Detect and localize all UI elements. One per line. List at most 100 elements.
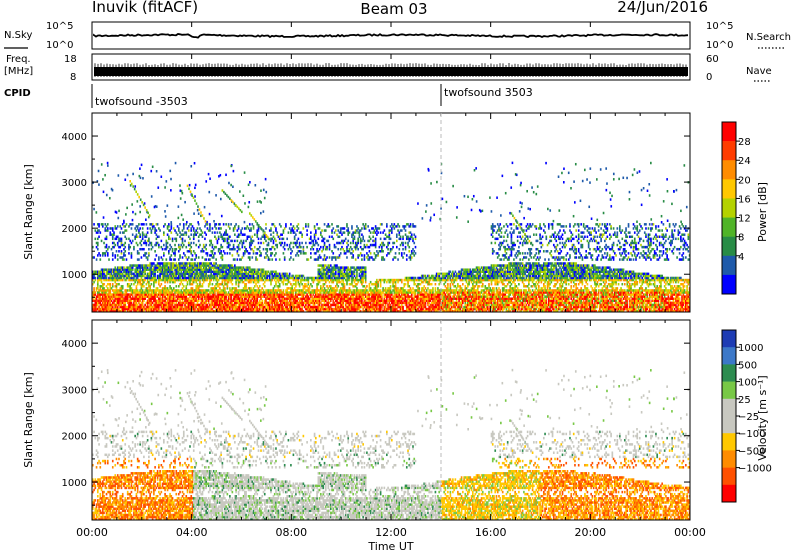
power-cell — [321, 264, 323, 267]
power-cell — [108, 289, 110, 292]
power-cell — [214, 270, 216, 274]
power-cell — [318, 289, 321, 292]
power-cell — [232, 305, 235, 309]
power-cell — [361, 254, 363, 257]
power-cell — [260, 301, 262, 305]
power-cell — [217, 297, 220, 300]
power-cell — [189, 237, 191, 241]
power-cell — [230, 266, 232, 269]
power-cell — [155, 237, 158, 241]
power-cell — [328, 297, 331, 300]
power-cell — [322, 258, 325, 261]
power-cell — [226, 285, 229, 288]
power-cell — [245, 293, 247, 296]
power-cell — [191, 293, 194, 296]
power-cell — [96, 254, 99, 257]
power-cell — [283, 303, 286, 307]
power-cell — [363, 297, 366, 300]
power-cell — [197, 276, 200, 280]
power-cell — [129, 264, 132, 267]
power-cell — [295, 274, 297, 278]
power-cell — [226, 287, 229, 290]
power-cell — [230, 270, 232, 274]
power-cell — [141, 233, 144, 236]
power-cell — [293, 303, 296, 307]
power-cell — [167, 278, 170, 282]
power-cell — [187, 299, 190, 303]
power-cell — [158, 258, 160, 261]
power-cell — [139, 272, 141, 276]
power-cell — [163, 225, 165, 228]
power-cell — [143, 270, 145, 274]
power-cell — [247, 235, 250, 239]
power-cell — [298, 250, 301, 253]
power-cell — [186, 264, 189, 267]
power-cell — [343, 285, 346, 288]
power-cell — [353, 303, 356, 307]
power-cell — [298, 309, 301, 312]
power-cell — [128, 266, 130, 269]
power-cell — [354, 241, 357, 245]
power-cell — [92, 295, 94, 298]
power-cell — [118, 237, 120, 241]
power-cell — [270, 237, 272, 241]
power-cell — [159, 301, 161, 305]
power-cell — [159, 272, 161, 276]
power-cell — [111, 227, 114, 230]
power-cell — [100, 285, 103, 288]
power-cell — [98, 295, 100, 298]
power-cell — [321, 229, 323, 232]
power-cell — [334, 266, 337, 269]
power-cell — [138, 274, 140, 278]
power-cell — [189, 280, 191, 284]
power-cell — [182, 309, 185, 312]
power-cell — [144, 235, 146, 239]
power-cell — [241, 295, 244, 298]
power-cell — [258, 285, 261, 288]
power-cell — [321, 307, 323, 311]
power-cell — [240, 297, 242, 300]
power-cell — [138, 295, 140, 298]
power-cell — [195, 264, 198, 267]
power-cell — [322, 272, 325, 276]
power-cell — [166, 303, 169, 307]
power-cell — [96, 307, 99, 311]
power-cell — [322, 276, 325, 280]
power-cell — [143, 295, 145, 298]
power-cell — [201, 309, 204, 312]
power-cell — [332, 307, 335, 311]
power-cell — [212, 301, 215, 305]
power-cell — [234, 274, 236, 278]
power-cell — [111, 297, 114, 300]
power-cell — [135, 291, 138, 294]
power-cell — [286, 291, 288, 294]
power-cell — [270, 282, 272, 286]
power-cell — [239, 276, 241, 280]
power-cell — [359, 274, 362, 278]
power-cell — [101, 272, 104, 276]
power-cell — [119, 270, 122, 274]
power-cell — [181, 264, 184, 267]
power-cell — [169, 285, 171, 288]
power-cell — [180, 303, 183, 307]
power-cell — [243, 233, 246, 236]
power-cell — [181, 239, 184, 243]
power-cell — [214, 264, 216, 267]
power-cell — [210, 250, 212, 253]
power-cell — [374, 289, 377, 292]
power-cell — [282, 278, 285, 282]
power-cell — [331, 270, 333, 274]
power-cell — [160, 305, 163, 309]
power-cell — [191, 297, 194, 300]
power-cell — [338, 295, 341, 298]
power-cell — [351, 266, 353, 269]
power-cell — [158, 280, 160, 284]
power-cell — [368, 301, 371, 305]
power-cell — [115, 268, 118, 271]
power-cell — [282, 309, 285, 312]
power-cell — [197, 285, 200, 288]
power-cell — [277, 309, 280, 312]
power-cell — [190, 287, 193, 290]
power-cell — [212, 268, 215, 271]
power-cell — [200, 285, 203, 288]
